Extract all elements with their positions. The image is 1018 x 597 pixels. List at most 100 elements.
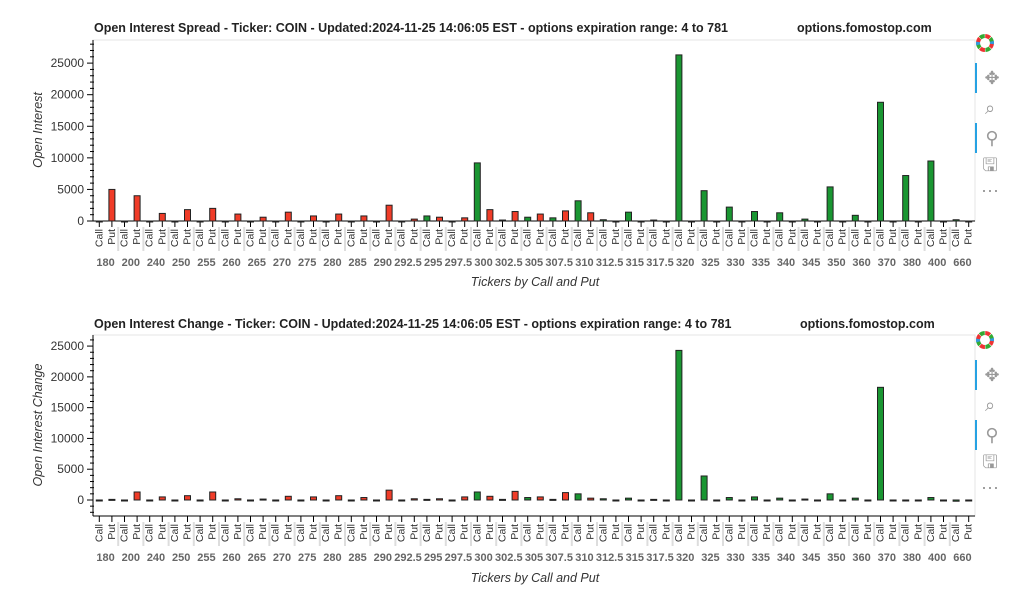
bar-call-292.5 bbox=[398, 499, 406, 502]
bar-put-310 bbox=[587, 497, 595, 501]
x-category-label: 335 bbox=[752, 257, 770, 269]
x-subcategory-label: Put bbox=[938, 524, 950, 540]
bar-call-285 bbox=[347, 220, 355, 223]
x-category-label: 340 bbox=[777, 552, 795, 564]
bokeh-logo-icon[interactable] bbox=[975, 330, 1005, 360]
x-axis-label-spread: Tickers by Call and Put bbox=[471, 275, 600, 289]
x-category-label: 660 bbox=[953, 552, 971, 564]
bar-call-255 bbox=[196, 499, 204, 502]
bar-call-320 bbox=[675, 349, 683, 501]
x-subcategory-label: Call bbox=[572, 524, 584, 542]
x-subcategory-label: Call bbox=[824, 229, 836, 247]
x-subcategory-label: Put bbox=[610, 524, 622, 540]
bar-put-400 bbox=[940, 220, 947, 223]
x-subcategory-label: Call bbox=[446, 229, 458, 247]
toolbar-change: ✥ ⌕ ⚲ 🖫 ⋯ bbox=[975, 330, 1007, 498]
x-subcategory-label: Put bbox=[711, 229, 723, 245]
more-tools-icon[interactable]: ⋯ bbox=[981, 180, 999, 201]
x-subcategory-label: Call bbox=[648, 229, 660, 247]
pan-tool-icon[interactable]: ✥ bbox=[975, 360, 1007, 390]
x-subcategory-label: Put bbox=[534, 524, 546, 540]
x-subcategory-label: Call bbox=[849, 229, 861, 247]
x-subcategory-label: Call bbox=[875, 229, 887, 247]
bar-put-300 bbox=[486, 495, 494, 501]
bar-call-180 bbox=[95, 220, 103, 223]
x-category-label: 370 bbox=[878, 552, 896, 564]
bar-call-295 bbox=[423, 215, 431, 222]
x-category-label: 295 bbox=[424, 552, 442, 564]
x-category-label: 380 bbox=[903, 552, 921, 564]
bar-put-200 bbox=[133, 195, 141, 222]
x-category-label: 315 bbox=[626, 257, 644, 269]
wheel-zoom-tool-icon[interactable]: ⚲ bbox=[975, 123, 1007, 153]
x-category-label: 325 bbox=[701, 257, 719, 269]
bokeh-logo-icon[interactable] bbox=[975, 33, 1005, 63]
x-subcategory-label: Call bbox=[219, 524, 231, 542]
bar-call-340 bbox=[776, 212, 784, 222]
x-subcategory-label: Put bbox=[786, 229, 798, 245]
x-category-label: 400 bbox=[928, 257, 946, 269]
x-subcategory-label: Put bbox=[333, 229, 345, 245]
x-category-label: 307.5 bbox=[545, 257, 573, 269]
more-tools-icon[interactable]: ⋯ bbox=[981, 477, 999, 498]
box-zoom-tool-icon[interactable]: ⌕ bbox=[984, 394, 996, 415]
x-subcategory-label: Put bbox=[912, 229, 924, 245]
bar-call-290 bbox=[373, 220, 380, 223]
x-subcategory-label: Call bbox=[623, 229, 635, 247]
box-zoom-tool-icon[interactable]: ⌕ bbox=[984, 97, 996, 118]
wheel-zoom-tool-icon[interactable]: ⚲ bbox=[975, 420, 1007, 450]
save-tool-icon[interactable]: 🖫 bbox=[982, 452, 998, 472]
x-subcategory-label: Call bbox=[723, 229, 735, 247]
bar-call-297.5 bbox=[448, 220, 456, 223]
x-subcategory-label: Put bbox=[509, 524, 521, 540]
x-subcategory-label: Put bbox=[736, 524, 748, 540]
x-subcategory-label: Put bbox=[106, 524, 118, 540]
x-category-label: 307.5 bbox=[545, 552, 573, 564]
bar-put-370 bbox=[889, 220, 897, 223]
x-subcategory-label: Put bbox=[887, 524, 899, 540]
x-subcategory-label: Put bbox=[408, 229, 420, 245]
x-category-label: 312.5 bbox=[596, 257, 624, 269]
x-subcategory-label: Put bbox=[459, 524, 471, 540]
x-subcategory-label: Call bbox=[144, 229, 156, 247]
x-subcategory-label: Put bbox=[182, 524, 194, 540]
x-subcategory-label: Put bbox=[837, 524, 849, 540]
x-category-label: 255 bbox=[197, 552, 215, 564]
x-subcategory-label: Put bbox=[635, 524, 647, 540]
x-subcategory-label: Call bbox=[925, 229, 937, 247]
bar-put-295 bbox=[436, 498, 443, 501]
x-subcategory-label: Put bbox=[736, 229, 748, 245]
x-subcategory-label: Put bbox=[660, 229, 672, 245]
x-category-label: 295 bbox=[424, 257, 442, 269]
x-subcategory-label: Put bbox=[383, 524, 395, 540]
bar-put-315 bbox=[637, 499, 645, 502]
bar-call-280 bbox=[322, 220, 330, 223]
x-subcategory-label: Put bbox=[786, 524, 798, 540]
x-subcategory-label: Call bbox=[774, 524, 786, 542]
x-subcategory-label: Put bbox=[182, 229, 194, 245]
x-category-label: 305 bbox=[525, 257, 543, 269]
pan-tool-icon[interactable]: ✥ bbox=[975, 63, 1007, 93]
x-category-label: 310 bbox=[575, 257, 593, 269]
x-category-label: 317.5 bbox=[646, 257, 674, 269]
x-subcategory-label: Call bbox=[194, 229, 206, 247]
bar-call-380 bbox=[902, 499, 910, 502]
plot-frame bbox=[92, 39, 976, 222]
x-subcategory-label: Call bbox=[648, 524, 660, 542]
x-subcategory-label: Put bbox=[509, 229, 521, 245]
bar-call-360 bbox=[851, 214, 859, 222]
x-subcategory-label: Put bbox=[207, 524, 219, 540]
bar-put-330 bbox=[738, 220, 746, 223]
bar-put-290 bbox=[385, 489, 393, 501]
bar-call-292.5 bbox=[398, 220, 406, 223]
x-subcategory-label: Put bbox=[534, 229, 546, 245]
bar-call-400 bbox=[927, 497, 935, 501]
bar-put-345 bbox=[814, 220, 821, 223]
bar-call-302.5 bbox=[499, 498, 506, 501]
save-tool-icon[interactable]: 🖫 bbox=[982, 155, 998, 175]
x-subcategory-label: Put bbox=[484, 524, 496, 540]
bar-put-285 bbox=[360, 215, 368, 222]
x-subcategory-label: Put bbox=[635, 229, 647, 245]
bar-put-250 bbox=[184, 209, 191, 222]
x-subcategory-label: Call bbox=[371, 229, 383, 247]
